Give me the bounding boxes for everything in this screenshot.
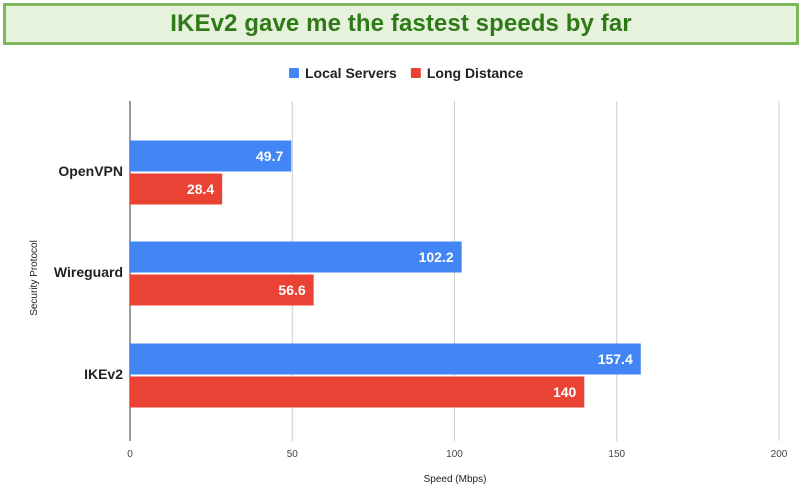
data-label: 157.4 [598,351,633,367]
legend-label: Local Servers [305,65,397,81]
legend-label: Long Distance [427,65,524,81]
data-label: 102.2 [419,249,454,265]
legend-swatch-local-servers [289,68,299,78]
data-label: 28.4 [187,181,214,197]
bar-long-distance [130,376,585,408]
category-label: Wireguard [54,264,123,280]
bar-local-servers [130,343,641,375]
data-label: 56.6 [278,282,305,298]
bar-long-distance [130,173,223,205]
y-axis-label: Security Protocol [29,240,40,316]
title-banner: IKEv2 gave me the fastest speeds by far [3,3,799,45]
legend-swatch-long-distance [410,68,421,78]
x-axis-label: Speed (Mbps) [424,474,487,485]
bar-local-servers [130,140,292,172]
chart-title: IKEv2 gave me the fastest speeds by far [170,10,632,37]
x-tick-label: 0 [127,449,133,460]
category-label: IKEv2 [84,366,123,382]
x-tick-label: 150 [608,449,625,460]
bar-local-servers [130,241,462,273]
category-label: OpenVPN [58,163,123,179]
x-tick-label: 200 [771,449,788,460]
x-tick-label: 100 [446,449,463,460]
data-label: 140 [553,384,577,400]
data-label: 49.7 [256,148,283,164]
x-tick-label: 50 [287,449,299,460]
bar-long-distance [130,274,314,306]
